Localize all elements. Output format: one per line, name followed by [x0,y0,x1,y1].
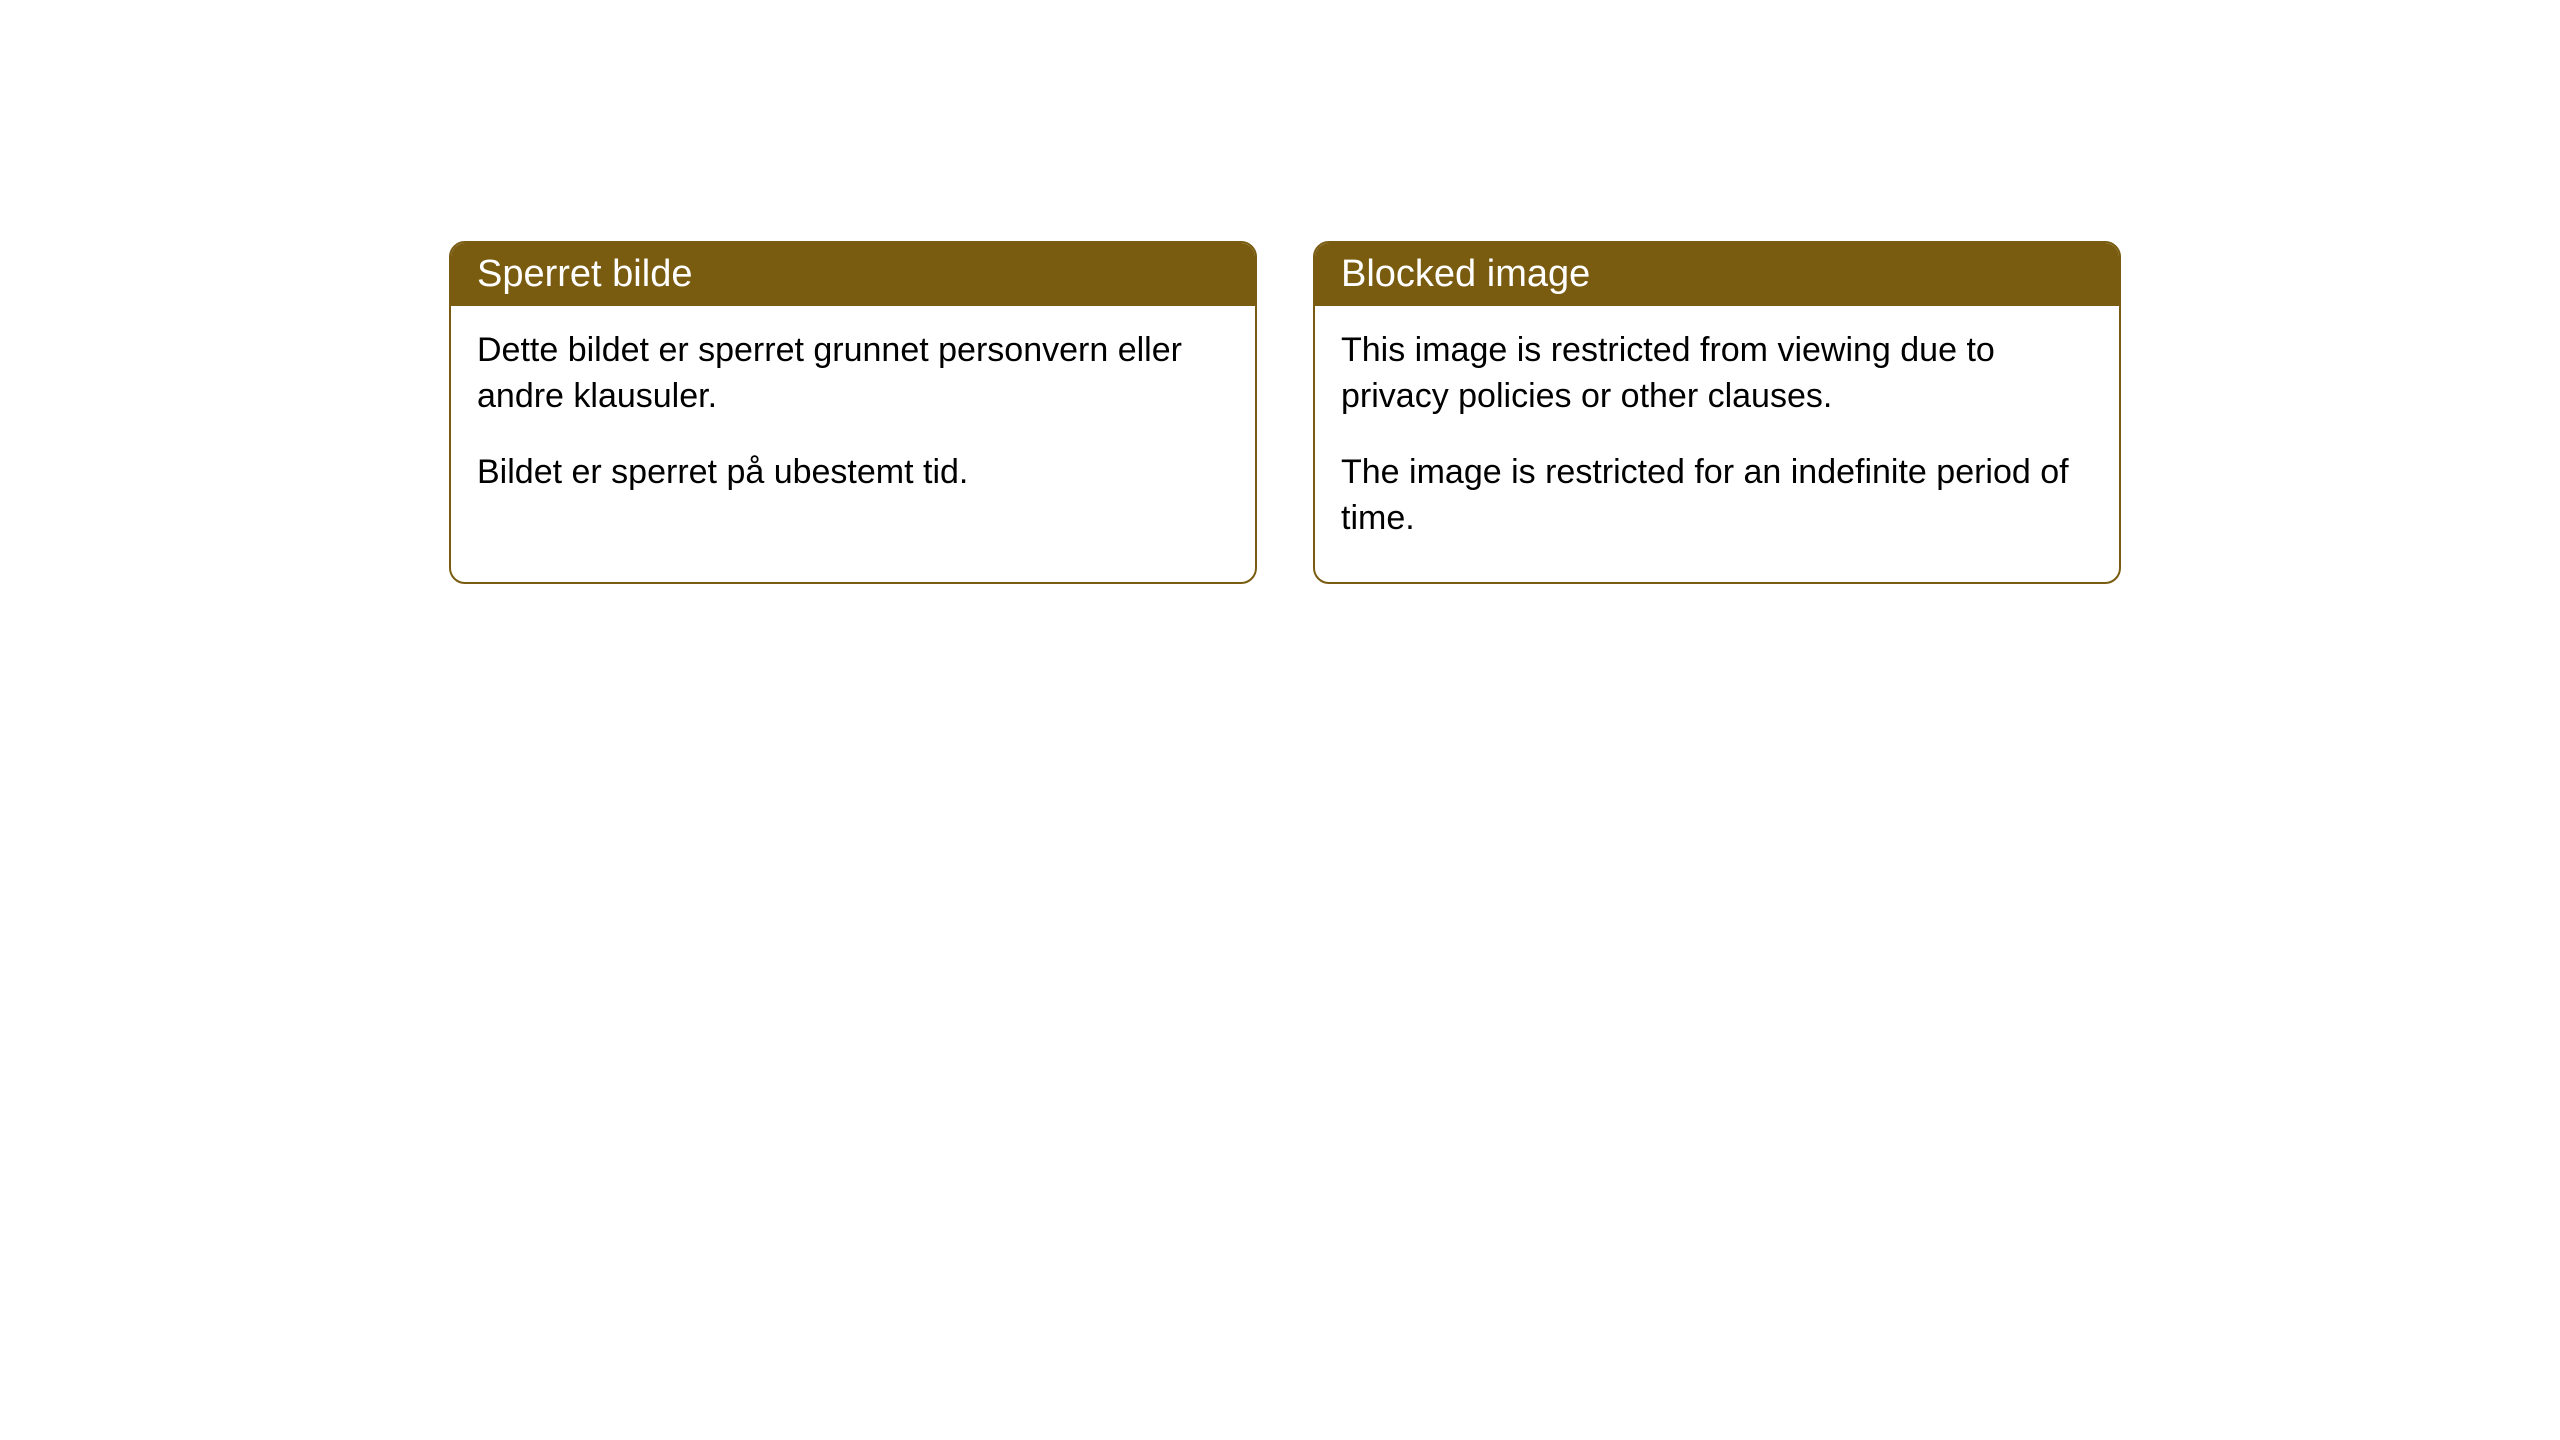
card-body: Dette bildet er sperret grunnet personve… [451,306,1255,536]
card-title: Blocked image [1341,253,1590,295]
card-title: Sperret bilde [477,253,692,295]
notice-container: Sperret bilde Dette bildet er sperret gr… [449,241,2121,584]
card-paragraph: The image is restricted for an indefinit… [1341,450,2093,542]
card-paragraph: This image is restricted from viewing du… [1341,328,2093,420]
card-header: Sperret bilde [451,243,1255,306]
card-body: This image is restricted from viewing du… [1315,306,2119,582]
notice-card-norwegian: Sperret bilde Dette bildet er sperret gr… [449,241,1257,584]
card-paragraph: Dette bildet er sperret grunnet personve… [477,328,1229,420]
card-paragraph: Bildet er sperret på ubestemt tid. [477,450,1229,496]
notice-card-english: Blocked image This image is restricted f… [1313,241,2121,584]
card-header: Blocked image [1315,243,2119,306]
